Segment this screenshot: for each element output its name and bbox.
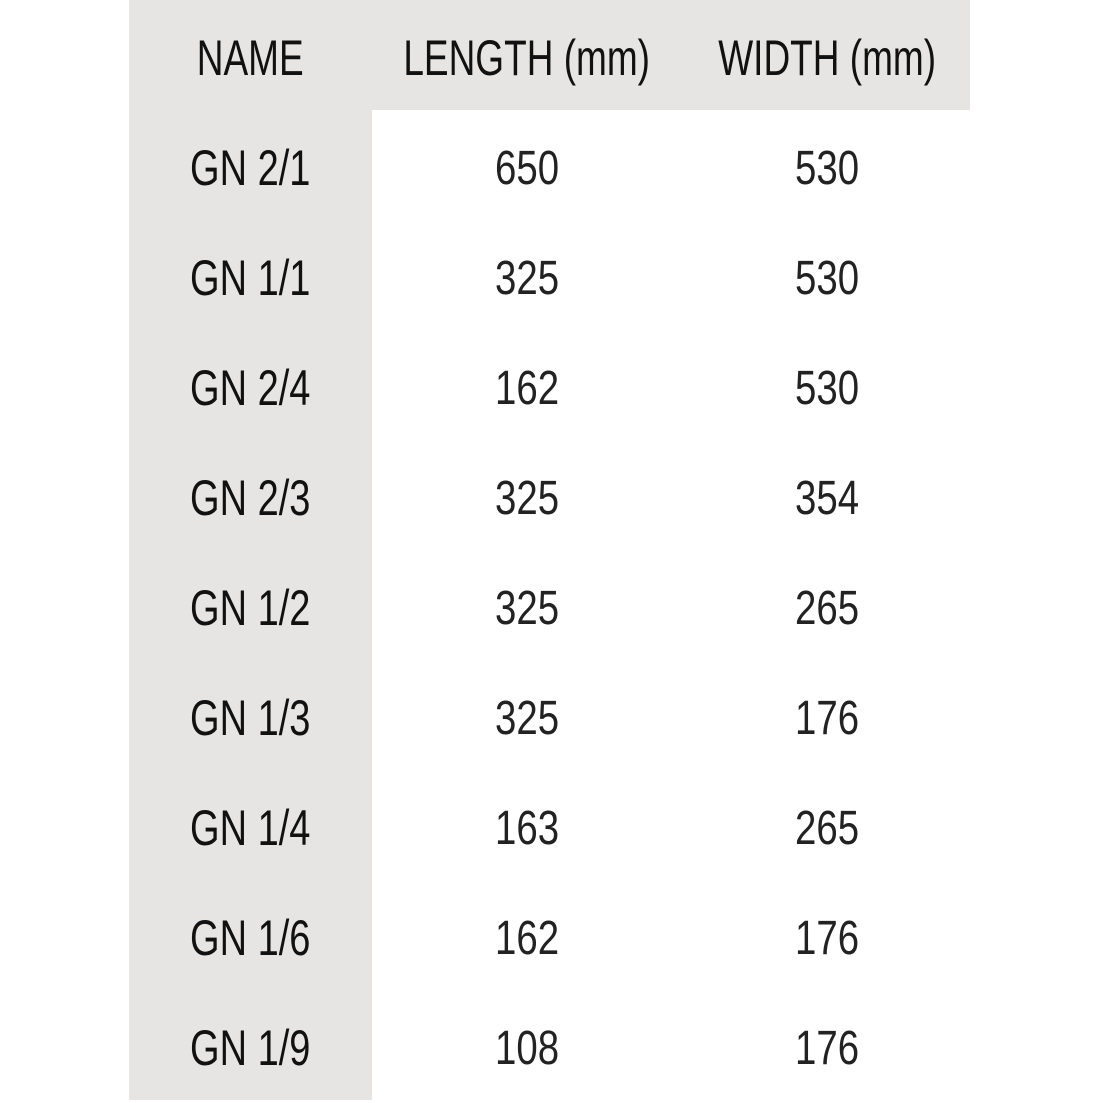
row-name: GN 1/4 [190, 800, 311, 856]
row-length: 162 [494, 911, 560, 965]
row-width-cell: 265 [672, 553, 982, 663]
row-length-cell: 162 [372, 333, 682, 443]
row-name-cell: GN 1/3 [129, 663, 372, 773]
row-width: 176 [794, 911, 860, 965]
row-name: GN 1/9 [190, 1020, 311, 1076]
row-name: GN 2/3 [190, 470, 311, 526]
row-name-cell: GN 1/2 [129, 553, 372, 663]
row-length-cell: 325 [372, 443, 682, 553]
header-length: LENGTH (mm) [372, 3, 682, 113]
row-width: 530 [794, 251, 860, 305]
row-length: 325 [494, 691, 560, 745]
row-length-cell: 163 [372, 773, 682, 883]
row-name-cell: GN 1/4 [129, 773, 372, 883]
row-length: 163 [494, 801, 560, 855]
row-width-cell: 176 [672, 883, 982, 993]
row-name-cell: GN 1/6 [129, 883, 372, 993]
row-name-cell: GN 2/1 [129, 113, 372, 223]
header-name: NAME [129, 3, 372, 113]
row-width: 530 [794, 361, 860, 415]
header-width-text: WIDTH (mm) [718, 30, 936, 86]
row-width: 354 [794, 471, 860, 525]
header-width: WIDTH (mm) [672, 3, 982, 113]
header-length-text: LENGTH (mm) [403, 30, 651, 86]
row-width-cell: 530 [672, 333, 982, 443]
row-length-cell: 650 [372, 113, 682, 223]
row-length: 325 [494, 581, 560, 635]
row-width: 265 [794, 581, 860, 635]
row-name: GN 1/6 [190, 910, 311, 966]
row-length-cell: 325 [372, 663, 682, 773]
row-name: GN 1/2 [190, 580, 311, 636]
row-length-cell: 162 [372, 883, 682, 993]
row-width: 176 [794, 691, 860, 745]
row-length: 650 [494, 141, 560, 195]
row-name-cell: GN 2/3 [129, 443, 372, 553]
row-length: 162 [494, 361, 560, 415]
row-name-cell: GN 1/9 [129, 993, 372, 1103]
row-width-cell: 354 [672, 443, 982, 553]
row-width: 530 [794, 141, 860, 195]
row-name-cell: GN 2/4 [129, 333, 372, 443]
header-name-text: NAME [197, 30, 304, 86]
name-column-background [129, 0, 372, 1100]
row-name: GN 2/1 [190, 140, 311, 196]
row-length-cell: 108 [372, 993, 682, 1103]
row-width-cell: 530 [672, 113, 982, 223]
row-length: 108 [494, 1021, 560, 1075]
row-width-cell: 176 [672, 663, 982, 773]
row-width-cell: 265 [672, 773, 982, 883]
row-width: 265 [794, 801, 860, 855]
row-length-cell: 325 [372, 553, 682, 663]
row-length-cell: 325 [372, 223, 682, 333]
row-name: GN 2/4 [190, 360, 311, 416]
row-name-cell: GN 1/1 [129, 223, 372, 333]
row-width-cell: 176 [672, 993, 982, 1103]
row-length: 325 [494, 251, 560, 305]
header-row-background [129, 0, 970, 110]
row-width: 176 [794, 1021, 860, 1075]
row-name: GN 1/1 [190, 250, 311, 306]
row-name: GN 1/3 [190, 690, 311, 746]
row-length: 325 [494, 471, 560, 525]
row-width-cell: 530 [672, 223, 982, 333]
